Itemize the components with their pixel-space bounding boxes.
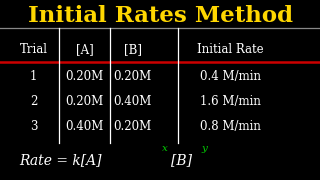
Text: y: y	[202, 144, 207, 153]
Text: [B]: [B]	[171, 153, 192, 167]
Text: 0.20M: 0.20M	[66, 70, 104, 83]
Text: 0.8 M/min: 0.8 M/min	[200, 120, 261, 133]
Text: 1: 1	[30, 70, 37, 83]
Text: 1.6 M/min: 1.6 M/min	[200, 95, 261, 108]
Text: x: x	[162, 144, 167, 153]
Text: 0.20M: 0.20M	[66, 95, 104, 108]
Text: 3: 3	[30, 120, 37, 133]
Text: 0.40M: 0.40M	[114, 95, 152, 108]
Text: Trial: Trial	[20, 43, 48, 56]
Text: 0.20M: 0.20M	[114, 70, 152, 83]
Text: 0.20M: 0.20M	[114, 120, 152, 133]
Text: 0.4 M/min: 0.4 M/min	[200, 70, 261, 83]
Text: 0.40M: 0.40M	[66, 120, 104, 133]
Text: Rate = k[A]: Rate = k[A]	[19, 153, 102, 167]
Text: Initial Rate: Initial Rate	[197, 43, 264, 56]
Text: [B]: [B]	[124, 43, 142, 56]
Text: [A]: [A]	[76, 43, 94, 56]
Text: Initial Rates Method: Initial Rates Method	[28, 5, 292, 27]
Text: 2: 2	[30, 95, 37, 108]
